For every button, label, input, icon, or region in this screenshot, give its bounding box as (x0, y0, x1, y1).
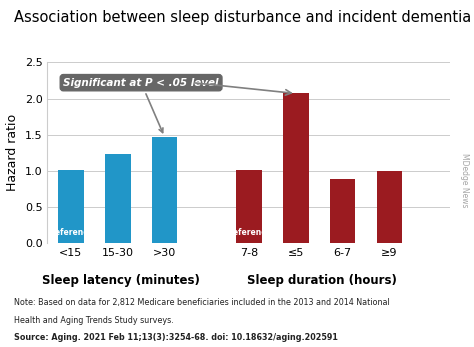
Text: Association between sleep disturbance and incident dementia: Association between sleep disturbance an… (14, 10, 472, 25)
Text: Significant at P < .05 level: Significant at P < .05 level (64, 78, 219, 133)
Bar (105, 154, 130, 243)
Bar (329, 179, 356, 243)
Text: Health and Aging Trends Study surveys.: Health and Aging Trends Study surveys. (14, 316, 174, 325)
Text: Reference: Reference (49, 228, 93, 237)
Text: Note: Based on data for 2,812 Medicare beneficiaries included in the 2013 and 20: Note: Based on data for 2,812 Medicare b… (14, 298, 390, 307)
Text: Sleep duration (hours): Sleep duration (hours) (247, 274, 397, 287)
Bar (283, 93, 309, 243)
Bar (376, 171, 402, 243)
Bar (58, 170, 84, 243)
Text: Sleep latency (minutes): Sleep latency (minutes) (42, 274, 200, 287)
Bar (152, 137, 177, 243)
Text: Reference: Reference (227, 228, 271, 237)
Text: MDedge News: MDedge News (460, 153, 469, 208)
Text: Source: Aging. 2021 Feb 11;13(3):3254-68. doi: 10.18632/aging.202591: Source: Aging. 2021 Feb 11;13(3):3254-68… (14, 333, 338, 342)
Bar (236, 170, 262, 243)
Y-axis label: Hazard ratio: Hazard ratio (6, 114, 19, 191)
